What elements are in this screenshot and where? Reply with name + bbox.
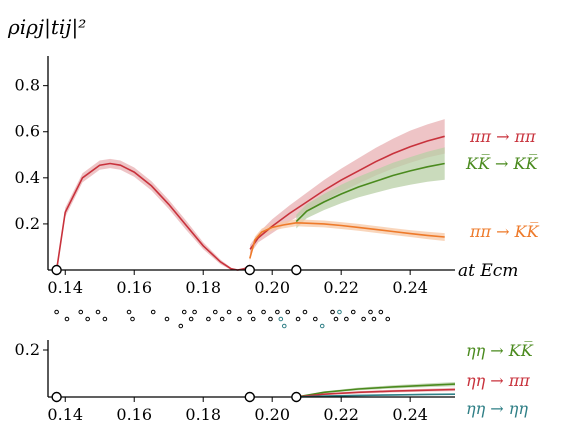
energy-level-dot-28 [302,309,308,315]
top-xlabel: at Ecm [458,261,518,281]
bottom-thresholds [51,391,302,403]
bot-xtick-label-3: 0.20 [254,405,290,424]
top-ytick-label-2: 0.6 [15,122,40,141]
energy-level-dot-0 [54,309,59,315]
energy-level-dot-4 [95,309,101,315]
energy-level-dot-9 [164,316,170,322]
top-threshold-marker-2 [291,264,302,276]
top-threshold-marker-1 [244,264,255,276]
energy-level-dot-17 [226,309,232,315]
top-band-1 [296,147,445,229]
legend-etaeta-etaeta: ηη → ηη [466,399,528,418]
energy-level-dot-23 [275,309,280,315]
top-xtick-label-3: 0.20 [254,278,290,297]
top-ytick-label-0: 0.2 [15,214,40,233]
energy-level-dot-37 [368,309,373,315]
bot-xtick-label-5: 0.24 [392,405,428,424]
energy-level-dot-30 [319,323,325,329]
energy-level-dot-11 [181,309,187,315]
top-xtick-label-2: 0.18 [185,278,221,297]
energy-level-dot-40 [385,316,391,322]
top-series-line-0 [55,135,445,271]
top-xticks: 0.14 0.16 0.18 0.20 0.22 0.24 [47,270,428,297]
bot-series-line-2 [296,393,456,398]
top-band-0 [56,119,445,270]
energy-level-dot-20 [250,316,256,322]
energy-level-dot-14 [206,316,211,322]
energy-level-dot-10 [178,323,184,329]
bot-series-line-0 [296,383,456,398]
energy-level-dot-13 [192,309,197,315]
energy-level-dot-21 [261,309,266,315]
top-ylabel: ρiρj|tij|² [7,15,86,40]
energy-level-dot-38 [371,316,377,322]
energy-level-dot-32 [333,316,339,322]
top-bands [56,119,445,270]
top-yticks: 0.2 0.4 0.6 0.8 [15,76,48,233]
legend-etaeta-kk: ηη → KK̅ [466,340,534,360]
energy-level-dot-16 [219,316,225,322]
energy-level-dot-34 [344,316,349,322]
top-thresholds [51,264,302,276]
top-xtick-label-4: 0.22 [323,278,359,297]
bottom-plot: 0.2 0.14 0.16 0.18 0.20 0.22 0.24 ηη → KK̅ ηη… [15,340,534,424]
top-xtick-label-0: 0.14 [47,278,83,297]
bot-xtick-label-4: 0.22 [323,405,359,424]
legend-pipi-pipi: ππ → ππ [469,127,536,146]
energy-level-dot-39 [378,309,384,315]
energy-level-dot-2 [78,309,84,315]
energy-level-dot-36 [361,316,366,322]
bot-series-line-1 [296,388,456,398]
bot-xtick-label-2: 0.18 [185,405,221,424]
top-band-2 [249,219,445,261]
legend-pipi-kk: ππ → KK̅ [469,221,540,241]
energy-level-dot-27 [295,316,301,322]
energy-levels [54,309,391,329]
bot-xtick-label-0: 0.14 [47,405,83,424]
legend-etaeta-pipi: ηη → ππ [466,371,530,390]
bot-xtick-label-1: 0.16 [116,405,152,424]
energy-level-dot-31 [330,309,335,315]
bot-threshold-marker-1 [244,391,255,403]
top-ytick-label-3: 0.8 [15,76,40,95]
legend-kk-kk: KK̅ → KK̅ [465,153,538,173]
top-xtick-label-1: 0.16 [116,278,152,297]
top-series-line-1 [295,162,445,223]
energy-level-dot-6 [126,309,132,315]
energy-level-dot-19 [247,309,253,315]
energy-level-dot-5 [102,316,108,322]
bottom-lines [296,383,456,398]
energy-level-dot-22 [268,316,273,322]
energy-level-dot-25 [281,323,287,329]
energy-level-dot-26 [285,309,291,315]
bottom-xticks: 0.14 0.16 0.18 0.20 0.22 0.24 [47,397,428,424]
bot-threshold-marker-0 [51,391,62,403]
energy-level-dot-8 [150,309,156,315]
energy-level-dot-7 [130,316,135,322]
energy-level-dot-15 [212,309,218,315]
energy-level-dot-29 [313,316,318,322]
bot-threshold-marker-2 [291,391,302,403]
energy-level-dot-12 [188,316,194,322]
top-series-line-2 [249,221,445,259]
bottom-yticks: 0.2 [15,340,48,359]
bot-ytick-label-0: 0.2 [15,340,40,359]
top-ytick-label-1: 0.4 [15,168,40,187]
top-lines [55,135,445,271]
energy-level-dot-1 [64,316,70,322]
top-xtick-label-5: 0.24 [392,278,428,297]
top-plot: 0.2 0.4 0.6 0.8 at Ecm 0.14 0.16 0.18 0.20 0.22… [15,56,540,297]
energy-level-dot-24 [278,316,284,322]
energy-level-dot-18 [237,316,242,322]
energy-level-dot-35 [350,309,356,315]
energy-level-dot-33 [337,309,342,315]
top-threshold-marker-0 [51,264,62,276]
energy-level-dot-3 [85,316,90,322]
